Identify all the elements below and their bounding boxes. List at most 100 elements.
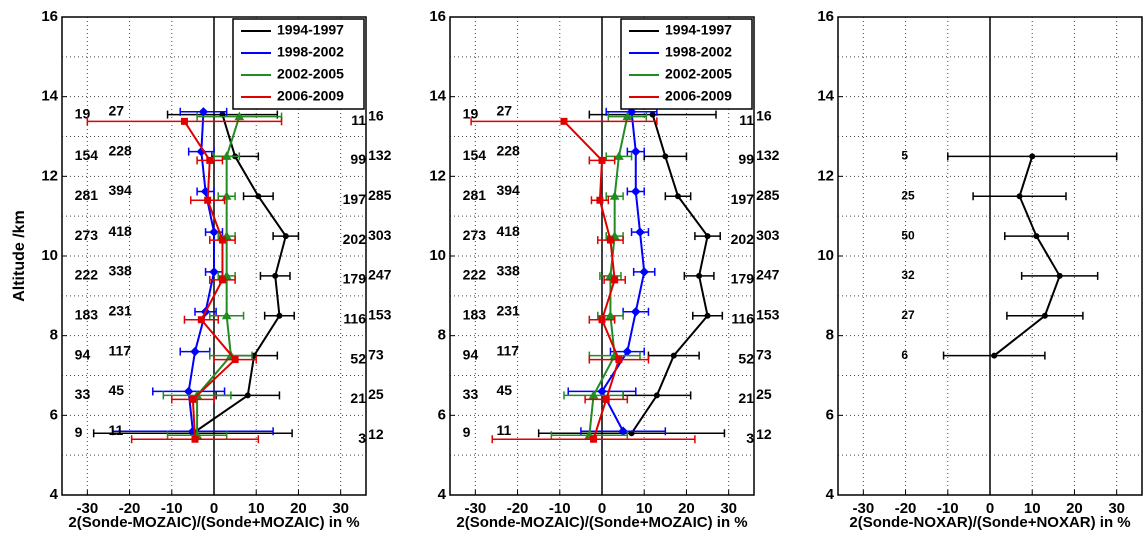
marker	[198, 107, 209, 117]
count-label: 132	[756, 147, 780, 163]
y-tick-label: 14	[817, 88, 834, 105]
marker	[991, 352, 998, 359]
x-tick-label: 10	[1024, 500, 1041, 517]
marker	[598, 156, 606, 164]
marker	[206, 156, 214, 164]
count-label: 9	[463, 424, 471, 440]
x-tick-label: -10	[937, 500, 959, 517]
marker	[590, 435, 598, 443]
legend-label: 2002-2005	[277, 66, 344, 82]
x-tick-label: 0	[986, 500, 994, 517]
legend-label: 1994-1997	[665, 22, 732, 38]
count-label: 5	[901, 149, 908, 163]
count-label: 394	[496, 182, 520, 198]
count-label: 303	[368, 227, 392, 243]
count-label: 3	[358, 430, 366, 446]
x-tick-label: -30	[464, 500, 486, 517]
marker	[704, 312, 711, 319]
count-label: 228	[108, 142, 132, 158]
count-label: 153	[756, 306, 780, 322]
x-tick-label: 20	[290, 500, 307, 517]
y-tick-label: 16	[817, 8, 834, 25]
marker	[190, 346, 200, 357]
count-label: 52	[738, 350, 754, 366]
marker	[231, 356, 239, 364]
count-label: 11	[108, 422, 123, 438]
marker	[1016, 193, 1023, 200]
count-label: 50	[901, 228, 915, 242]
x-tick-label: 30	[332, 500, 349, 517]
count-label: 117	[496, 342, 519, 358]
marker	[631, 146, 641, 157]
x-tick-label: 30	[720, 500, 737, 517]
count-label: 132	[368, 147, 392, 163]
marker	[1056, 272, 1063, 279]
y-axis-label: Altitude /km	[11, 210, 28, 302]
count-label: 222	[463, 267, 487, 283]
legend-label: 2006-2009	[665, 88, 732, 104]
marker	[635, 227, 645, 237]
y-tick-label: 10	[41, 247, 58, 264]
legend-box	[620, 18, 753, 110]
count-label: 183	[463, 306, 487, 322]
marker	[560, 117, 568, 125]
y-tick-label: 4	[50, 486, 59, 503]
legend-label: 1998-2002	[277, 44, 344, 60]
marker	[611, 276, 619, 284]
marker	[639, 267, 649, 277]
count-label: 202	[343, 231, 367, 247]
x-axis-label: 2(Sonde-MOZAIC)/(Sonde+MOZAIC) in %	[68, 514, 359, 531]
count-label: 394	[108, 182, 132, 198]
x-tick-label: -30	[852, 500, 874, 517]
y-tick-label: 16	[41, 8, 58, 25]
count-label: 247	[368, 267, 392, 283]
count-label: 12	[756, 426, 772, 442]
count-label: 285	[756, 187, 780, 203]
count-label: 197	[731, 191, 755, 207]
x-axis-label: 2(Sonde-NOXAR)/(Sonde+NOXAR) in %	[849, 514, 1130, 531]
plot-frame	[837, 16, 1143, 496]
series-line	[993, 156, 1061, 357]
marker	[614, 151, 624, 160]
x-tick-label: 20	[678, 500, 695, 517]
count-label: 94	[463, 346, 479, 362]
count-label: 273	[75, 227, 99, 243]
count-label: 281	[75, 187, 99, 203]
marker	[615, 356, 623, 364]
count-label: 116	[731, 310, 754, 326]
count-label: 281	[463, 187, 487, 203]
count-label: 16	[368, 107, 384, 123]
count-label: 73	[368, 346, 384, 362]
marker	[598, 316, 606, 324]
y-tick-label: 6	[50, 406, 58, 423]
count-label: 45	[108, 382, 124, 398]
y-tick-label: 12	[41, 167, 58, 184]
count-label: 45	[496, 382, 512, 398]
y-tick-label: 6	[438, 406, 446, 423]
y-tick-label: 8	[826, 327, 834, 344]
marker	[221, 151, 232, 160]
y-tick-label: 8	[50, 327, 58, 344]
marker	[221, 310, 232, 320]
y-tick-label: 14	[429, 88, 446, 105]
count-label: 16	[756, 107, 772, 123]
marker	[234, 111, 245, 121]
count-label: 222	[75, 267, 99, 283]
count-label: 11	[739, 112, 754, 128]
count-label: 197	[343, 191, 367, 207]
y-tick-label: 12	[429, 167, 446, 184]
count-label: 247	[756, 267, 780, 283]
marker	[209, 227, 219, 237]
count-label: 32	[901, 268, 915, 282]
y-tick-label: 10	[429, 247, 446, 264]
marker	[588, 390, 599, 399]
count-label: 25	[368, 386, 384, 402]
y-tick-label: 6	[826, 406, 834, 423]
marker	[662, 153, 669, 160]
x-tick-label: -30	[76, 500, 98, 517]
legend-label: 1994-1997	[277, 22, 344, 38]
count-label: 418	[108, 223, 132, 239]
marker	[622, 111, 633, 121]
marker	[218, 236, 226, 244]
count-label: 12	[368, 426, 384, 442]
